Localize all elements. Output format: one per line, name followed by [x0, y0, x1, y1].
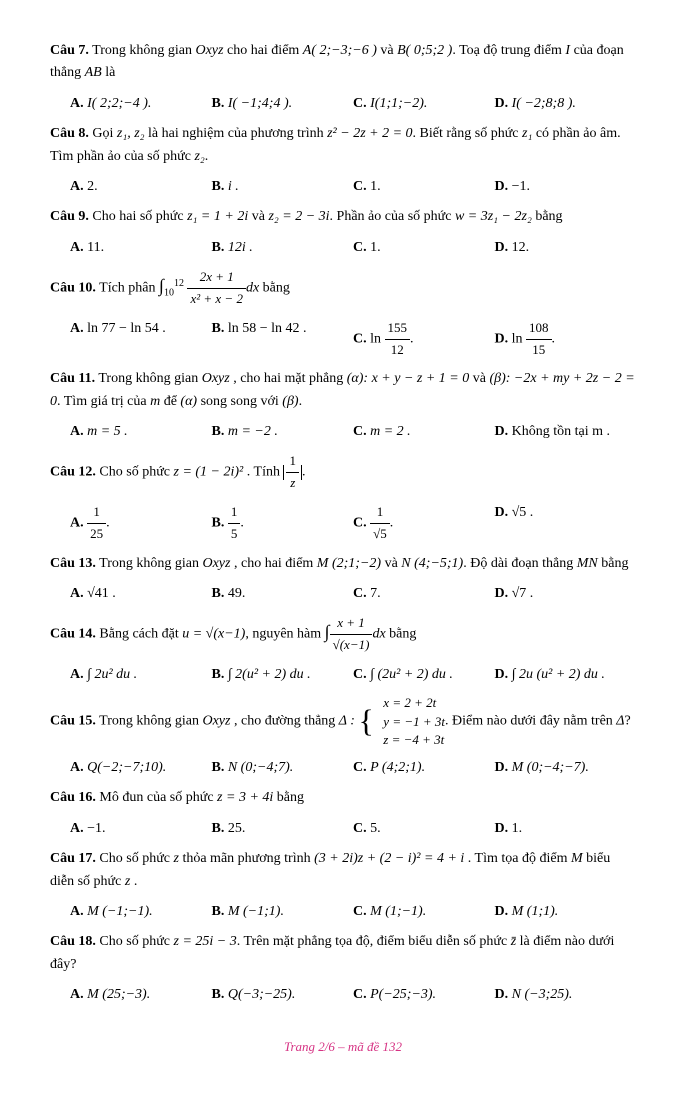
q15-opt-b: B. N (0;−4;7).: [212, 757, 354, 779]
q13-opt-a: A. √41 .: [70, 583, 212, 605]
question-16: Câu 16. Mô đun của số phức z = 3 + 4i bằ…: [50, 787, 636, 809]
q7-t3: và: [377, 43, 397, 58]
q7-B: B( 0;5;2 ): [397, 43, 452, 58]
q7-t2: cho hai điểm: [223, 43, 302, 58]
page-footer: Trang 2/6 – mã đề 132: [50, 1037, 636, 1058]
q7-options: A. I( 2;2;−4 ). B. I( −1;4;4 ). C. I(1;1…: [70, 93, 636, 115]
q7-t4: . Toạ độ trung điểm: [452, 43, 565, 58]
q15-options: A. Q(−2;−7;10). B. N (0;−4;7). C. P (4;2…: [70, 757, 636, 779]
q7-opt-b: B. I( −1;4;4 ).: [212, 93, 354, 115]
question-15: Câu 15. Trong không gian Oxyz , cho đườn…: [50, 694, 636, 749]
q7-opt-a: A. I( 2;2;−4 ).: [70, 93, 212, 115]
q13-opt-b: B. 49.: [212, 583, 354, 605]
q8-opt-c: C. 1.: [353, 176, 495, 198]
q10-fraction: 2x + 1x² + x − 2: [187, 267, 245, 310]
q18-opt-d: D. N (−3;25).: [495, 984, 637, 1006]
q18-opt-a: A. M (25;−3).: [70, 984, 212, 1006]
q15-cases: x = 2 + 2t y = −1 + 3t z = −4 + 3t: [377, 694, 445, 749]
q14-opt-c: C. ∫ (2u² + 2) du .: [353, 664, 495, 686]
q9-opt-b: B. 12i .: [212, 237, 354, 259]
q10-opt-d: D. ln 10815.: [495, 318, 637, 361]
q8-opt-b: B. i .: [212, 176, 354, 198]
q7-t1: Trong không gian: [89, 43, 196, 58]
q10-opt-b: B. ln 58 − ln 42 .: [212, 318, 354, 361]
q15-opt-c: C. P (4;2;1).: [353, 757, 495, 779]
q16-opt-c: C. 5.: [353, 818, 495, 840]
q11-opt-c: C. m = 2 .: [353, 421, 495, 443]
q10-opt-a: A. ln 77 − ln 54 .: [70, 318, 212, 361]
q12-opt-d: D. √5 .: [495, 502, 637, 545]
q7-A: A( 2;−3;−6 ): [303, 43, 377, 58]
q18-options: A. M (25;−3). B. Q(−3;−25). C. P(−25;−3)…: [70, 984, 636, 1006]
q11-options: A. m = 5 . B. m = −2 . C. m = 2 . D. Khô…: [70, 421, 636, 443]
question-18: Câu 18. Cho số phức z = 25i − 3. Trên mặ…: [50, 931, 636, 976]
question-10: Câu 10. Tích phân ∫1012 2x + 1x² + x − 2…: [50, 267, 636, 310]
question-9: Câu 9. Cho hai số phức z₁ = 1 + 2i và z₂…: [50, 206, 636, 228]
q17-options: A. M (−1;−1). B. M (−1;1). C. M (1;−1). …: [70, 901, 636, 923]
q18-opt-b: B. Q(−3;−25).: [212, 984, 354, 1006]
q9-opt-a: A. 11.: [70, 237, 212, 259]
question-17: Câu 17. Cho số phức z thỏa mãn phương tr…: [50, 848, 636, 893]
q18-opt-c: C. P(−25;−3).: [353, 984, 495, 1006]
question-8: Câu 8. Gọi z₁, z₂ là hai nghiệm của phươ…: [50, 123, 636, 168]
q10-options: A. ln 77 − ln 54 . B. ln 58 − ln 42 . C.…: [70, 318, 636, 361]
question-13: Câu 13. Trong không gian Oxyz , cho hai …: [50, 553, 636, 575]
q11-opt-b: B. m = −2 .: [212, 421, 354, 443]
q9-opt-c: C. 1.: [353, 237, 495, 259]
q11-opt-a: A. m = 5 .: [70, 421, 212, 443]
q12-opt-c: C. 1√5.: [353, 502, 495, 545]
q12-opt-b: B. 15.: [212, 502, 354, 545]
q16-options: A. −1. B. 25. C. 5. D. 1.: [70, 818, 636, 840]
q15-opt-d: D. M (0;−4;−7).: [495, 757, 637, 779]
q17-opt-d: D. M (1;1).: [495, 901, 637, 923]
q17-opt-b: B. M (−1;1).: [212, 901, 354, 923]
question-11: Câu 11. Trong không gian Oxyz , cho hai …: [50, 368, 636, 413]
q16-opt-a: A. −1.: [70, 818, 212, 840]
q14-opt-b: B. ∫ 2(u² + 2) du .: [212, 664, 354, 686]
q16-opt-b: B. 25.: [212, 818, 354, 840]
q7-oxyz: Oxyz: [195, 43, 223, 58]
q9-options: A. 11. B. 12i . C. 1. D. 12.: [70, 237, 636, 259]
q8-options: A. 2. B. i . C. 1. D. −1.: [70, 176, 636, 198]
q12-options: A. 125. B. 15. C. 1√5. D. √5 .: [70, 502, 636, 545]
question-14: Câu 14. Bằng cách đặt u = √(x−1), nguyên…: [50, 613, 636, 656]
q16-opt-d: D. 1.: [495, 818, 637, 840]
q7-label: Câu 7.: [50, 43, 89, 58]
q7-AB: AB: [85, 65, 102, 80]
q7-opt-c: C. I(1;1;−2).: [353, 93, 495, 115]
q14-opt-d: D. ∫ 2u (u² + 2) du .: [495, 664, 637, 686]
q8-opt-a: A. 2.: [70, 176, 212, 198]
q10-opt-c: C. ln 15512.: [353, 318, 495, 361]
q11-opt-d: D. Không tồn tại m .: [495, 421, 637, 443]
q13-opt-d: D. √7 .: [495, 583, 637, 605]
q14-opt-a: A. ∫ 2u² du .: [70, 664, 212, 686]
q17-opt-a: A. M (−1;−1).: [70, 901, 212, 923]
q7-t6: là: [102, 65, 116, 80]
q13-opt-c: C. 7.: [353, 583, 495, 605]
q8-label: Câu 8.: [50, 126, 89, 141]
question-12: Câu 12. Cho số phức z = (1 − 2i)² . Tính…: [50, 451, 636, 494]
question-7: Câu 7. Trong không gian Oxyz cho hai điể…: [50, 40, 636, 85]
q12-opt-a: A. 125.: [70, 502, 212, 545]
q9-opt-d: D. 12.: [495, 237, 637, 259]
q15-opt-a: A. Q(−2;−7;10).: [70, 757, 212, 779]
q8-opt-d: D. −1.: [495, 176, 637, 198]
q7-opt-d: D. I( −2;8;8 ).: [495, 93, 637, 115]
q13-options: A. √41 . B. 49. C. 7. D. √7 .: [70, 583, 636, 605]
q14-options: A. ∫ 2u² du . B. ∫ 2(u² + 2) du . C. ∫ (…: [70, 664, 636, 686]
q17-opt-c: C. M (1;−1).: [353, 901, 495, 923]
